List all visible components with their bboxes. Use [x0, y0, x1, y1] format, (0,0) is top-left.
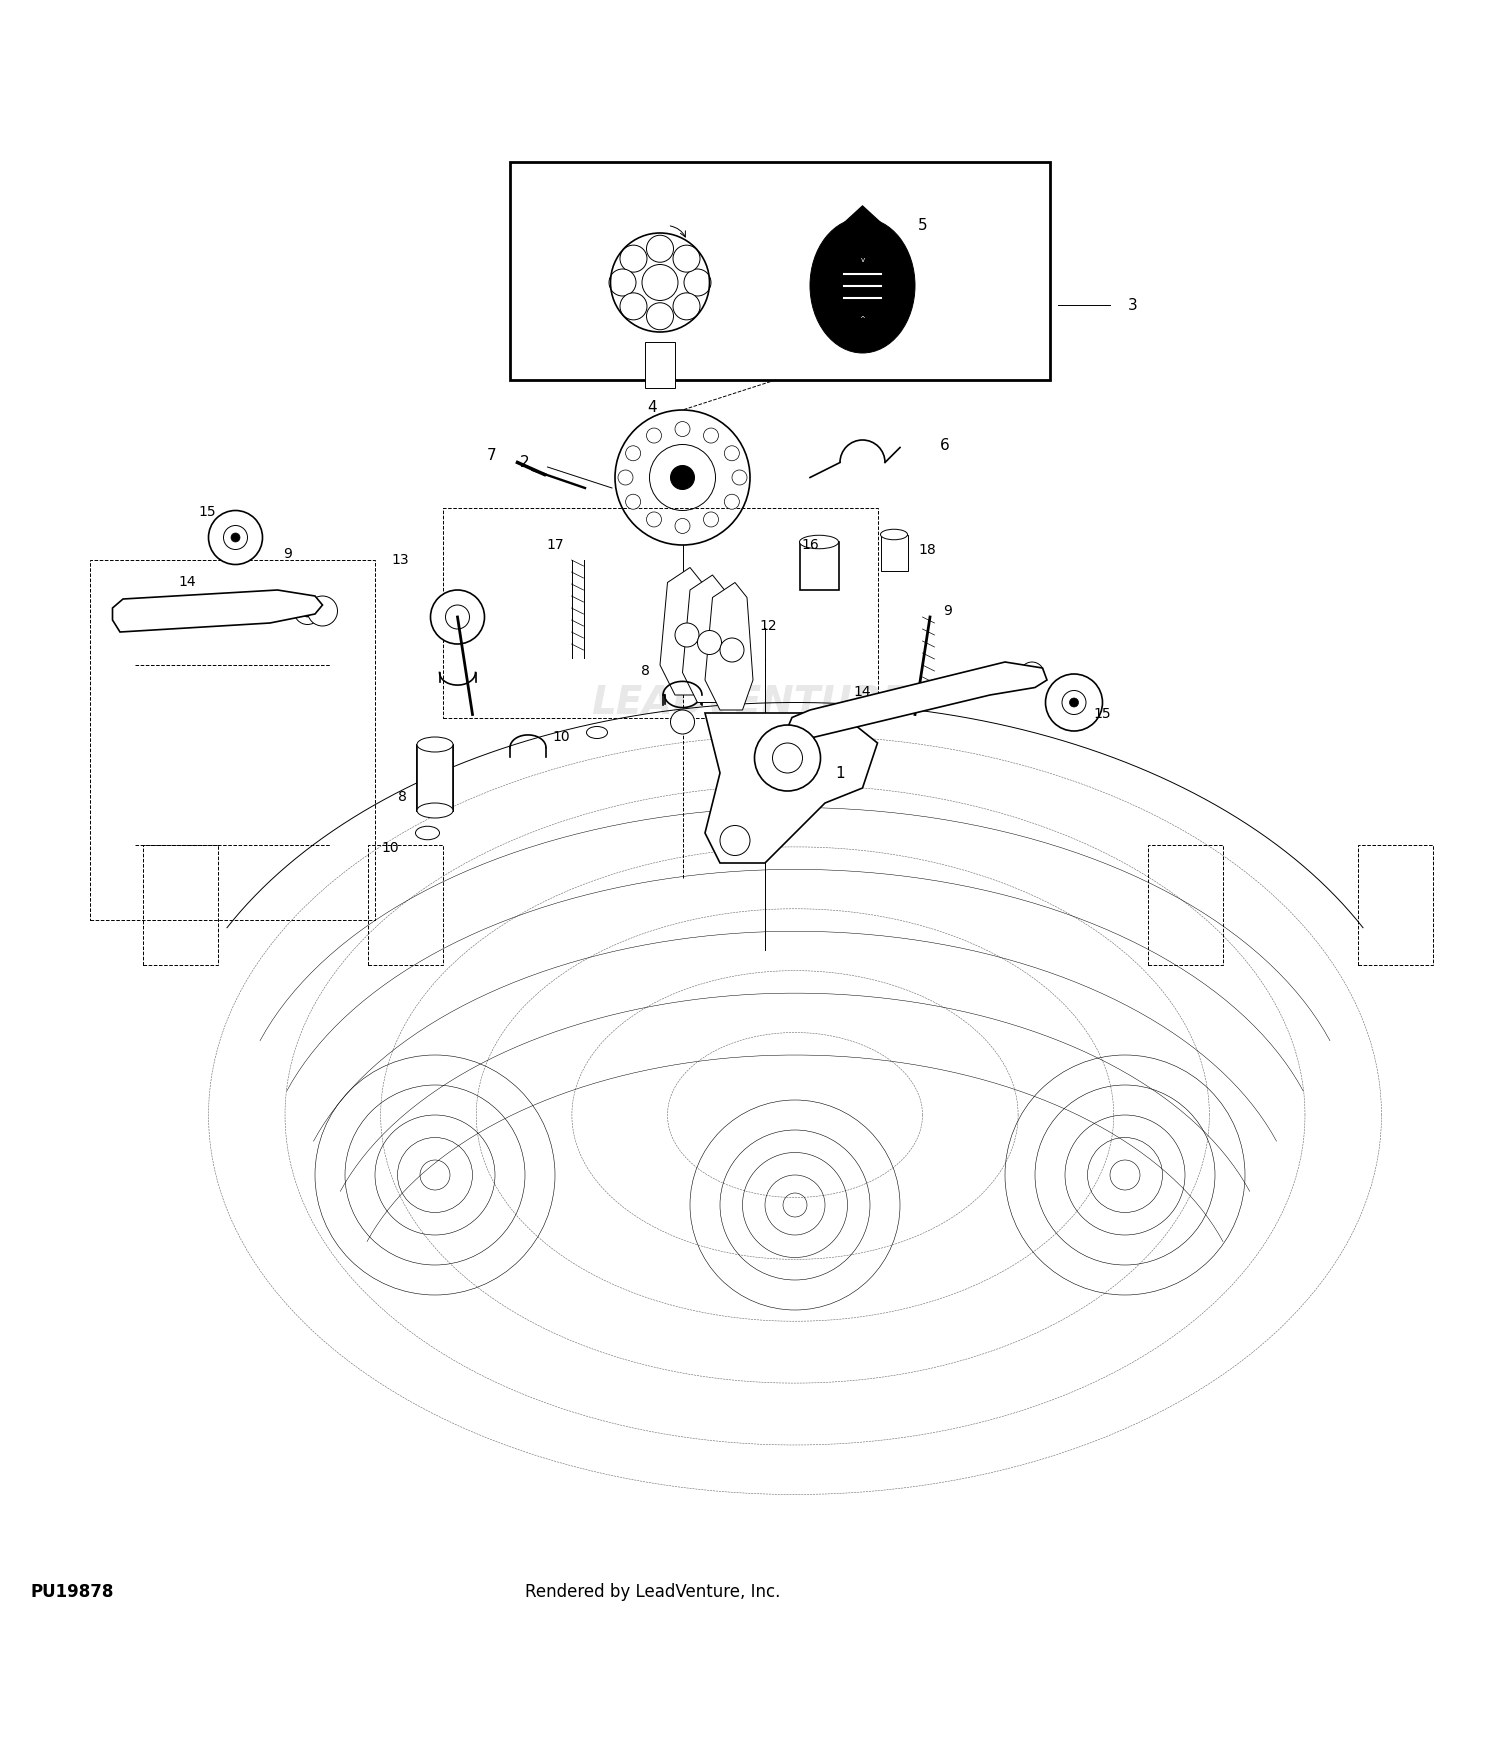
- Ellipse shape: [684, 270, 711, 296]
- Ellipse shape: [800, 536, 838, 550]
- Circle shape: [642, 264, 678, 301]
- Text: 12: 12: [759, 620, 777, 634]
- Text: LEADVENTURE: LEADVENTURE: [591, 684, 909, 721]
- Circle shape: [789, 712, 813, 737]
- Circle shape: [772, 744, 802, 774]
- Bar: [142, 845, 218, 964]
- Circle shape: [754, 724, 820, 791]
- Text: 4: 4: [648, 399, 657, 415]
- Ellipse shape: [732, 471, 747, 485]
- Ellipse shape: [646, 234, 674, 262]
- Bar: [510, 163, 1050, 380]
- Text: ^: ^: [859, 315, 865, 322]
- Polygon shape: [705, 583, 753, 710]
- Bar: [442, 507, 878, 718]
- Circle shape: [1062, 691, 1086, 714]
- Polygon shape: [705, 712, 878, 863]
- Text: 1: 1: [836, 765, 844, 780]
- Bar: [800, 542, 838, 590]
- Ellipse shape: [416, 826, 440, 840]
- Text: 8: 8: [398, 789, 406, 803]
- Ellipse shape: [417, 803, 453, 817]
- Text: 13: 13: [392, 553, 410, 567]
- Text: 8: 8: [640, 663, 650, 677]
- Text: 3: 3: [1128, 298, 1137, 313]
- Circle shape: [308, 597, 338, 626]
- Text: 14: 14: [178, 576, 196, 590]
- Circle shape: [123, 602, 147, 626]
- Ellipse shape: [417, 737, 453, 752]
- Text: 18: 18: [918, 542, 936, 556]
- Text: 10: 10: [552, 730, 570, 744]
- Bar: [90, 560, 375, 920]
- Ellipse shape: [620, 245, 646, 273]
- Ellipse shape: [586, 726, 608, 738]
- Text: 15: 15: [1094, 707, 1112, 721]
- Circle shape: [1028, 670, 1036, 679]
- Polygon shape: [844, 206, 880, 222]
- Ellipse shape: [609, 270, 636, 296]
- Bar: [1148, 845, 1222, 964]
- Ellipse shape: [626, 446, 640, 460]
- Text: 15: 15: [198, 506, 216, 520]
- Ellipse shape: [618, 471, 633, 485]
- Text: 9: 9: [944, 604, 952, 618]
- Circle shape: [294, 597, 321, 625]
- Ellipse shape: [675, 518, 690, 534]
- Circle shape: [231, 534, 240, 542]
- Ellipse shape: [810, 219, 915, 354]
- Circle shape: [675, 623, 699, 648]
- Text: 17: 17: [546, 537, 564, 551]
- Polygon shape: [112, 590, 322, 632]
- Text: PU19878: PU19878: [30, 1584, 114, 1601]
- Circle shape: [670, 710, 694, 733]
- Circle shape: [446, 606, 470, 628]
- Ellipse shape: [704, 429, 718, 443]
- Text: 10: 10: [381, 842, 399, 856]
- Ellipse shape: [646, 429, 662, 443]
- Ellipse shape: [674, 245, 700, 273]
- Bar: [645, 343, 675, 387]
- Bar: [368, 845, 442, 964]
- Circle shape: [224, 525, 248, 550]
- Text: 2: 2: [520, 455, 530, 471]
- Ellipse shape: [646, 513, 662, 527]
- Text: v: v: [861, 257, 864, 262]
- Polygon shape: [788, 662, 1047, 740]
- Circle shape: [1020, 662, 1044, 686]
- Ellipse shape: [724, 446, 740, 460]
- Ellipse shape: [675, 422, 690, 436]
- Bar: [1358, 845, 1432, 964]
- Text: 6: 6: [940, 439, 950, 453]
- Polygon shape: [660, 567, 708, 695]
- Ellipse shape: [880, 528, 908, 539]
- Ellipse shape: [704, 513, 718, 527]
- Circle shape: [1046, 674, 1102, 732]
- Text: 16: 16: [801, 537, 819, 551]
- Ellipse shape: [646, 303, 674, 329]
- Circle shape: [720, 826, 750, 856]
- Text: 5: 5: [918, 219, 927, 233]
- Circle shape: [698, 630, 721, 654]
- Text: 7: 7: [488, 448, 496, 462]
- Bar: [417, 744, 453, 810]
- Circle shape: [430, 590, 484, 644]
- Circle shape: [720, 639, 744, 662]
- Ellipse shape: [626, 493, 640, 509]
- Text: 9: 9: [284, 548, 292, 562]
- Circle shape: [670, 466, 694, 490]
- Polygon shape: [682, 576, 730, 702]
- Bar: [880, 534, 908, 570]
- Ellipse shape: [620, 292, 646, 320]
- Text: 14: 14: [853, 684, 871, 698]
- Ellipse shape: [674, 292, 700, 320]
- Circle shape: [302, 606, 313, 618]
- Ellipse shape: [724, 493, 740, 509]
- Circle shape: [209, 511, 262, 565]
- Circle shape: [1070, 698, 1078, 707]
- Text: Rendered by LeadVenture, Inc.: Rendered by LeadVenture, Inc.: [525, 1584, 780, 1601]
